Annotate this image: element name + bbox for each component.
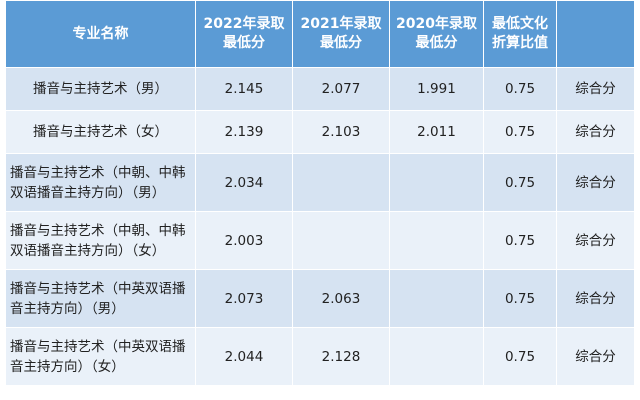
header-2020-min-score: 2020年录取 最低分: [389, 0, 484, 68]
score-2021-cell: 2.128: [292, 327, 390, 386]
table-row: 播音与主持艺术（中朝、中韩双语播音主持方向）（女） 2.003 0.75 综合分: [5, 211, 635, 270]
score-2021-cell: 2.103: [292, 110, 390, 154]
score-2022-cell: 2.044: [195, 327, 293, 386]
major-name-cell: 播音与主持艺术（男）: [5, 67, 196, 111]
table-row: 播音与主持艺术（女） 2.139 2.103 2.011 0.75 综合分: [5, 110, 635, 154]
method-cell: 综合分: [556, 153, 635, 212]
score-2020-cell: [389, 269, 484, 328]
score-2022-cell: 2.139: [195, 110, 293, 154]
score-2020-cell: 1.991: [389, 67, 484, 111]
major-name-cell: 播音与主持艺术（中朝、中韩双语播音主持方向）（女）: [5, 211, 196, 270]
header-culture-ratio: 最低文化 折算比值: [483, 0, 557, 68]
score-2022-cell: 2.003: [195, 211, 293, 270]
major-name-cell: 播音与主持艺术（中朝、中韩双语播音主持方向）（男）: [5, 153, 196, 212]
major-name-cell: 播音与主持艺术（女）: [5, 110, 196, 154]
table-header-row: 专业名称 2022年录取 最低分 2021年录取 最低分 2020年录取 最低分 最低…: [5, 0, 635, 68]
header-2022-min-score: 2022年录取 最低分: [195, 0, 293, 68]
ratio-cell: 0.75: [483, 110, 557, 154]
ratio-cell: 0.75: [483, 269, 557, 328]
method-cell: 综合分: [556, 269, 635, 328]
method-cell: 综合分: [556, 110, 635, 154]
table-row: 播音与主持艺术（中朝、中韩双语播音主持方向）（男） 2.034 0.75 综合分: [5, 153, 635, 212]
header-major-name: 专业名称: [5, 0, 196, 68]
score-2022-cell: 2.073: [195, 269, 293, 328]
table-row: 播音与主持艺术（中英双语播音主持方向）（女） 2.044 2.128 0.75 …: [5, 327, 635, 386]
score-2022-cell: 2.034: [195, 153, 293, 212]
method-cell: 综合分: [556, 327, 635, 386]
score-2021-cell: 2.077: [292, 67, 390, 111]
method-cell: 综合分: [556, 67, 635, 111]
header-method: [556, 0, 635, 68]
score-2021-cell: [292, 211, 390, 270]
score-2020-cell: 2.011: [389, 110, 484, 154]
table-row: 播音与主持艺术（中英双语播音主持方向）（男） 2.073 2.063 0.75 …: [5, 269, 635, 328]
ratio-cell: 0.75: [483, 211, 557, 270]
major-name-cell: 播音与主持艺术（中英双语播音主持方向）（女）: [5, 327, 196, 386]
ratio-cell: 0.75: [483, 327, 557, 386]
method-cell: 综合分: [556, 211, 635, 270]
major-name-cell: 播音与主持艺术（中英双语播音主持方向）（男）: [5, 269, 196, 328]
score-2021-cell: [292, 153, 390, 212]
score-2020-cell: [389, 327, 484, 386]
header-2021-min-score: 2021年录取 最低分: [292, 0, 390, 68]
ratio-cell: 0.75: [483, 153, 557, 212]
score-2021-cell: 2.063: [292, 269, 390, 328]
admission-score-table: 专业名称 2022年录取 最低分 2021年录取 最低分 2020年录取 最低分 最低…: [5, 0, 635, 386]
score-2020-cell: [389, 153, 484, 212]
ratio-cell: 0.75: [483, 67, 557, 111]
table-row: 播音与主持艺术（男） 2.145 2.077 1.991 0.75 综合分: [5, 67, 635, 111]
score-2022-cell: 2.145: [195, 67, 293, 111]
score-2020-cell: [389, 211, 484, 270]
